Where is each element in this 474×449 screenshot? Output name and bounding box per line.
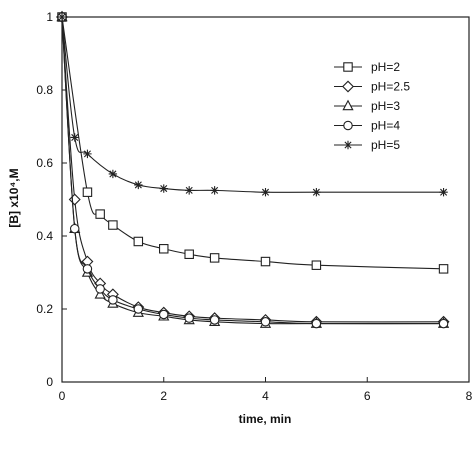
series-ph-5 (57, 12, 448, 197)
data-point-circle (438, 318, 449, 329)
y-tick-label: 0.6 (36, 156, 53, 170)
data-point-square (95, 209, 105, 219)
data-point-star (210, 186, 219, 195)
data-point-star (83, 149, 92, 159)
legend-item: pH=2.5 (334, 80, 410, 94)
data-point-square (159, 244, 169, 254)
legend-marker-diamond (342, 80, 354, 93)
data-point-circle (108, 295, 118, 305)
legend-label: pH=2.5 (371, 80, 410, 94)
data-point-diamond (68, 193, 81, 206)
data-point-square (108, 220, 118, 230)
x-tick-label: 8 (466, 389, 473, 403)
data-point-square (82, 187, 93, 197)
legend-item: pH=5 (334, 138, 400, 152)
legend-item: pH=4 (334, 119, 400, 133)
data-point-circle (69, 223, 80, 234)
legend-marker-circle (343, 120, 353, 131)
data-point-circle (184, 313, 194, 323)
data-point-star (439, 188, 448, 197)
y-tick-label: 1 (46, 10, 53, 24)
x-tick-label: 0 (59, 389, 66, 403)
data-point-square (184, 249, 194, 260)
data-point-circle (311, 318, 322, 329)
data-point-circle (159, 309, 169, 320)
data-point-star (184, 186, 194, 195)
data-point-square (311, 260, 322, 270)
series-ph-2 (57, 12, 449, 274)
data-point-star (57, 12, 67, 22)
x-tick-label: 6 (364, 389, 371, 403)
data-point-star (108, 169, 118, 179)
legend-label: pH=4 (371, 119, 400, 133)
x-axis-title: time, min (239, 412, 292, 426)
y-tick-label: 0.8 (36, 83, 53, 97)
legend-item: pH=2 (334, 60, 400, 74)
legend-label: pH=5 (371, 138, 400, 152)
legend-item: pH=3 (334, 99, 400, 113)
data-point-square (209, 253, 220, 263)
series-ph-4 (57, 12, 449, 329)
legend-marker-triangle (342, 99, 354, 111)
data-point-star (261, 188, 270, 197)
data-point-square (133, 236, 144, 247)
legend-label: pH=2 (371, 60, 400, 74)
y-tick-label: 0.2 (36, 302, 53, 316)
x-tick-label: 4 (262, 389, 269, 403)
legend-marker-star (343, 140, 353, 150)
legend-label: pH=3 (371, 99, 400, 113)
axis-ticks: 0 2 4 6 8 0 0.2 0.4 0.6 0.8 1 (36, 10, 472, 403)
series-layer (56, 10, 450, 329)
data-point-circle (133, 304, 144, 314)
series-line (61, 16, 444, 325)
legend: pH=2 pH=2.5 pH=3 pH=4 pH=5 (334, 60, 410, 152)
data-point-circle (260, 317, 271, 327)
data-point-star (159, 184, 168, 193)
data-point-circle (82, 264, 93, 274)
data-point-square (260, 256, 271, 267)
data-point-star (70, 133, 79, 142)
y-axis-title: [B] x10⁴,M (7, 168, 21, 227)
data-point-star (134, 180, 143, 190)
data-point-circle (95, 284, 105, 294)
data-point-square (438, 264, 449, 274)
x-tick-label: 2 (160, 389, 167, 403)
data-point-star (312, 188, 321, 197)
legend-marker-square (343, 62, 353, 72)
y-tick-label: 0 (46, 375, 53, 389)
y-tick-label: 0.4 (36, 229, 53, 243)
data-point-circle (209, 315, 220, 325)
